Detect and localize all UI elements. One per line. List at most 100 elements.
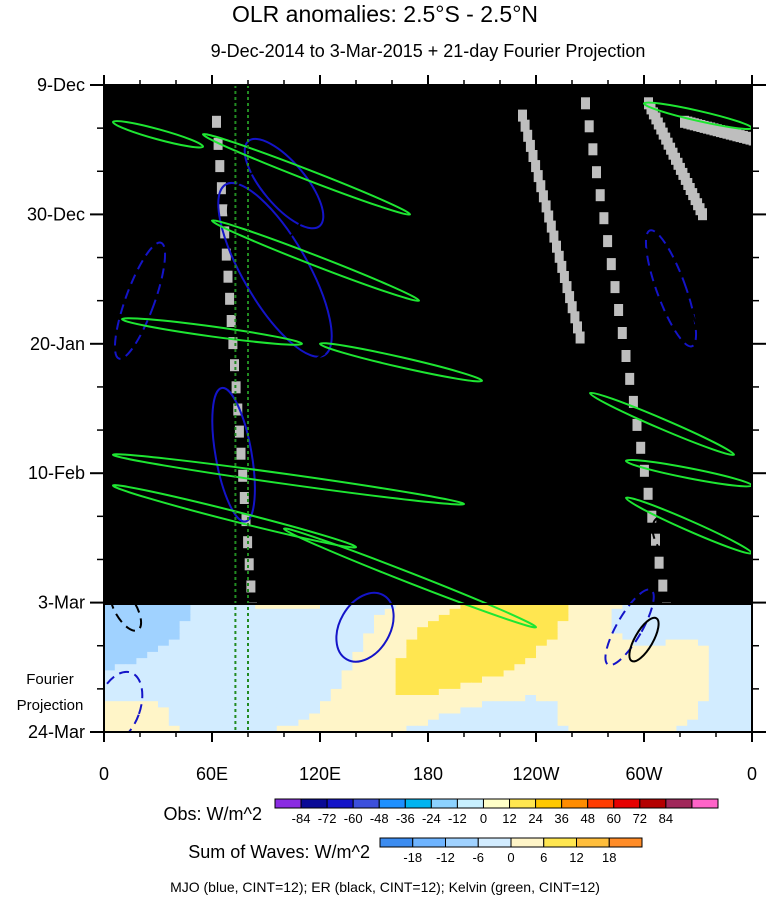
olr-cell <box>266 421 276 430</box>
olr-cell <box>401 277 411 286</box>
olr-cell <box>311 517 321 526</box>
olr-cell <box>608 309 618 318</box>
olr-cell <box>581 133 591 142</box>
olr-cell <box>293 469 303 478</box>
olr-cell <box>653 573 663 582</box>
projection-cell <box>136 633 148 641</box>
olr-cell <box>347 429 357 438</box>
olr-cell <box>581 437 591 446</box>
olr-cell <box>653 229 663 238</box>
olr-cell <box>437 269 447 278</box>
olr-cell <box>473 589 483 598</box>
olr-cell <box>437 453 447 462</box>
olr-cell <box>536 317 546 326</box>
olr-cell <box>527 437 537 446</box>
olr-cell <box>419 541 429 550</box>
projection-cell <box>136 621 148 628</box>
olr-cell <box>203 349 213 358</box>
olr-cell <box>698 421 708 430</box>
olr-cell <box>608 245 618 254</box>
olr-cell <box>464 461 474 470</box>
olr-cell <box>302 109 312 118</box>
olr-cell <box>428 589 438 598</box>
projection-cell <box>244 614 256 622</box>
olr-cell <box>500 285 510 294</box>
olr-cell <box>590 125 600 134</box>
olr-cell <box>527 357 537 366</box>
olr-cell <box>545 365 555 374</box>
olr-cell <box>734 277 744 286</box>
olr-cell <box>104 437 114 446</box>
olr-cell <box>635 357 645 366</box>
olr-cell <box>635 429 645 438</box>
olr-cell <box>104 445 114 454</box>
olr-cell <box>671 253 681 262</box>
projection-cell <box>255 614 267 622</box>
olr-cell <box>212 93 222 102</box>
olr-cell <box>194 445 204 454</box>
olr-cell <box>113 173 123 182</box>
olr-cell <box>104 253 114 262</box>
olr-cell <box>167 237 177 246</box>
olr-cell <box>590 453 600 462</box>
projection-cell <box>179 621 191 628</box>
olr-cell <box>734 237 744 246</box>
olr-cell <box>212 309 222 318</box>
projection-cell <box>222 604 235 610</box>
olr-cell <box>356 189 366 198</box>
olr-cell <box>104 125 114 134</box>
olr-cell <box>113 189 123 198</box>
olr-cell <box>122 597 132 604</box>
projection-cell <box>179 627 191 634</box>
olr-cell <box>104 173 114 182</box>
olr-cell <box>473 301 483 310</box>
olr-cell <box>500 493 510 502</box>
olr-cell <box>248 165 258 174</box>
olr-cell <box>500 437 510 446</box>
olr-cell <box>662 557 672 566</box>
olr-cell <box>284 549 294 558</box>
olr-cell <box>365 413 375 422</box>
olr-cell <box>194 309 204 318</box>
olr-cell <box>608 429 618 438</box>
olr-cell <box>329 405 339 414</box>
olr-cell <box>131 389 141 398</box>
olr-cell <box>581 461 591 470</box>
olr-cell <box>473 93 483 102</box>
olr-cell <box>671 117 681 126</box>
olr-cell <box>410 413 420 422</box>
olr-cell <box>500 261 510 270</box>
olr-cell <box>662 157 672 166</box>
olr-cell <box>437 381 447 390</box>
olr-cell <box>338 253 348 262</box>
olr-cell <box>707 477 717 486</box>
olr-cell <box>140 157 150 166</box>
olr-cell <box>455 229 465 238</box>
olr-cell <box>626 125 636 134</box>
olr-cell <box>239 397 249 406</box>
olr-cell <box>257 413 267 422</box>
olr-cell <box>473 237 483 246</box>
olr-cell <box>401 285 411 294</box>
olr-cell <box>572 181 582 190</box>
olr-cell <box>473 469 483 478</box>
olr-cell <box>320 557 330 566</box>
olr-cell <box>302 469 312 478</box>
olr-cell <box>401 125 411 134</box>
olr-cell <box>266 509 276 518</box>
projection-cell <box>676 621 688 628</box>
olr-cell <box>518 533 528 542</box>
olr-cell <box>320 501 330 510</box>
olr-cell <box>698 221 708 230</box>
olr-cell <box>104 541 114 550</box>
olr-cell <box>266 213 276 222</box>
olr-cell <box>284 141 294 150</box>
olr-cell <box>599 405 609 414</box>
olr-cell <box>617 589 627 598</box>
olr-cell <box>239 189 249 198</box>
olr-cell <box>635 173 645 182</box>
olr-cell <box>419 149 429 158</box>
olr-cell <box>446 541 456 550</box>
olr-cell <box>617 93 627 102</box>
olr-cell <box>311 485 321 494</box>
